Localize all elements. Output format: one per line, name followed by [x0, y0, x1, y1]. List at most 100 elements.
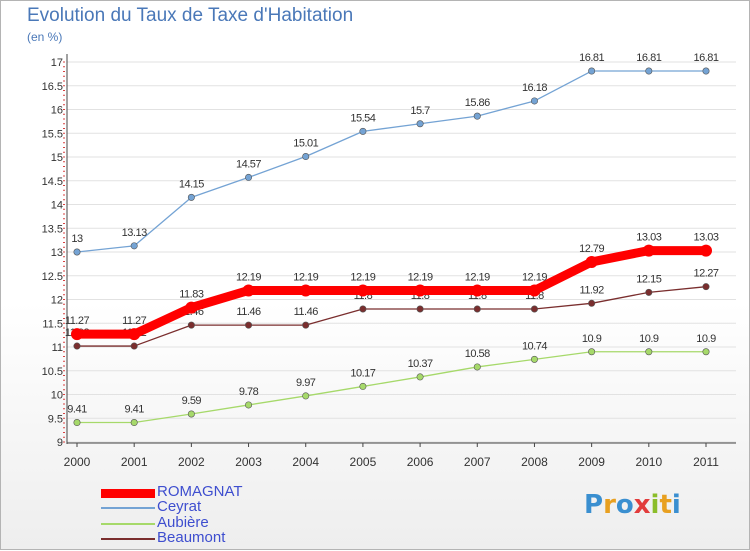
chart-title: Evolution du Taux de Taxe d'Habitation — [27, 5, 354, 26]
data-label: 9.78 — [239, 386, 259, 398]
data-point — [71, 328, 83, 341]
x-tick-label: 2009 — [578, 455, 605, 469]
logo-letter: t — [659, 490, 672, 520]
x-tick-label: 2002 — [178, 455, 205, 469]
data-point — [588, 299, 596, 307]
data-label: 11.83 — [179, 289, 204, 301]
data-label: 12.19 — [408, 271, 433, 283]
y-tick-label: 15.5 — [42, 128, 63, 140]
data-label: 10.9 — [639, 333, 659, 345]
x-tick-label: 2006 — [407, 455, 434, 469]
data-point — [302, 321, 310, 329]
data-point — [302, 153, 310, 161]
data-point — [702, 67, 710, 75]
data-point — [416, 305, 424, 313]
y-tick-label: 9.5 — [48, 413, 63, 425]
data-label: 16.81 — [579, 52, 604, 64]
chart-unit-label: (en %) — [27, 30, 63, 44]
data-label: 12.27 — [693, 268, 718, 280]
y-tick-label: 11.5 — [42, 318, 63, 330]
data-point — [473, 305, 481, 313]
logo-letter: x — [633, 490, 651, 520]
data-point — [471, 284, 484, 297]
data-point — [585, 255, 598, 268]
data-point — [645, 288, 653, 296]
data-label: 12.19 — [293, 271, 318, 283]
y-tick-label: 12 — [51, 295, 63, 307]
series-line-aubière — [76, 351, 707, 424]
data-point — [642, 244, 655, 257]
data-point — [185, 301, 198, 314]
data-point — [130, 342, 138, 350]
data-point — [530, 355, 538, 363]
x-tick-label: 2005 — [350, 455, 377, 469]
data-label: 12.19 — [522, 271, 547, 283]
data-point — [187, 321, 195, 329]
data-label: 9.41 — [67, 404, 87, 416]
data-point — [645, 67, 653, 75]
data-point — [702, 348, 710, 356]
data-label: 9.59 — [182, 395, 202, 407]
data-label: 16.81 — [636, 52, 661, 64]
data-point — [245, 173, 253, 181]
data-label: 11.92 — [580, 284, 605, 296]
x-tick-label: 2011 — [693, 455, 719, 469]
data-label: 10.37 — [408, 358, 433, 370]
data-point — [359, 305, 367, 313]
data-label: 15.01 — [293, 138, 318, 150]
data-point — [130, 419, 138, 427]
data-label: 10.74 — [522, 340, 547, 352]
data-label: 12.19 — [465, 271, 490, 283]
y-tick-label: 9 — [57, 437, 63, 449]
y-tick-label: 10.5 — [42, 366, 63, 378]
data-label: 9.97 — [296, 377, 316, 389]
logo-letter: P — [584, 490, 604, 520]
x-tick-label: 2007 — [464, 455, 491, 469]
data-point — [73, 419, 81, 427]
data-label: 11.46 — [294, 306, 319, 318]
data-label: 12.15 — [636, 273, 661, 285]
data-point — [588, 67, 596, 75]
legend-swatch — [101, 507, 155, 509]
legend-swatch — [101, 538, 155, 540]
data-point — [245, 401, 253, 409]
data-label: 13.03 — [636, 232, 661, 244]
x-tick-label: 2010 — [635, 455, 662, 469]
data-point — [73, 342, 81, 350]
logo-letter: i — [650, 490, 660, 520]
data-label: 15.54 — [350, 112, 375, 124]
logo-letter: i — [671, 490, 681, 520]
data-label: 12.19 — [350, 271, 375, 283]
x-tick-label: 2001 — [121, 455, 148, 469]
data-point — [128, 328, 141, 341]
legend-label: ROMAGNAT — [157, 483, 243, 500]
data-label: 13 — [71, 233, 83, 245]
y-tick-label: 14.5 — [42, 176, 63, 188]
data-label: 16.81 — [693, 52, 718, 64]
y-tick-label: 13.5 — [42, 223, 63, 235]
data-label: 12.79 — [579, 243, 604, 255]
data-label: 14.57 — [236, 158, 261, 170]
data-label: 10.58 — [465, 348, 490, 360]
data-point — [130, 242, 138, 250]
x-tick-label: 2003 — [235, 455, 262, 469]
proxiti-logo: Proxiti — [584, 490, 681, 520]
data-label: 11.46 — [236, 306, 261, 318]
data-label: 11.27 — [122, 315, 147, 327]
y-tick-label: 16 — [51, 105, 63, 117]
y-tick-label: 12.5 — [42, 271, 63, 283]
data-point — [359, 382, 367, 390]
data-point — [645, 348, 653, 356]
data-label: 15.7 — [410, 105, 430, 117]
legend-label: Beaumont — [157, 529, 226, 546]
legend-swatch — [101, 489, 155, 498]
legend-label: Aubière — [157, 514, 209, 531]
data-point — [473, 112, 481, 120]
y-tick-label: 17 — [51, 57, 63, 69]
data-label: 10.9 — [582, 333, 602, 345]
data-label: 13.03 — [693, 232, 718, 244]
legend-label: Ceyrat — [157, 498, 202, 515]
data-point — [299, 284, 312, 297]
series-line-beaumont — [76, 286, 707, 347]
data-label: 10.17 — [350, 367, 375, 379]
